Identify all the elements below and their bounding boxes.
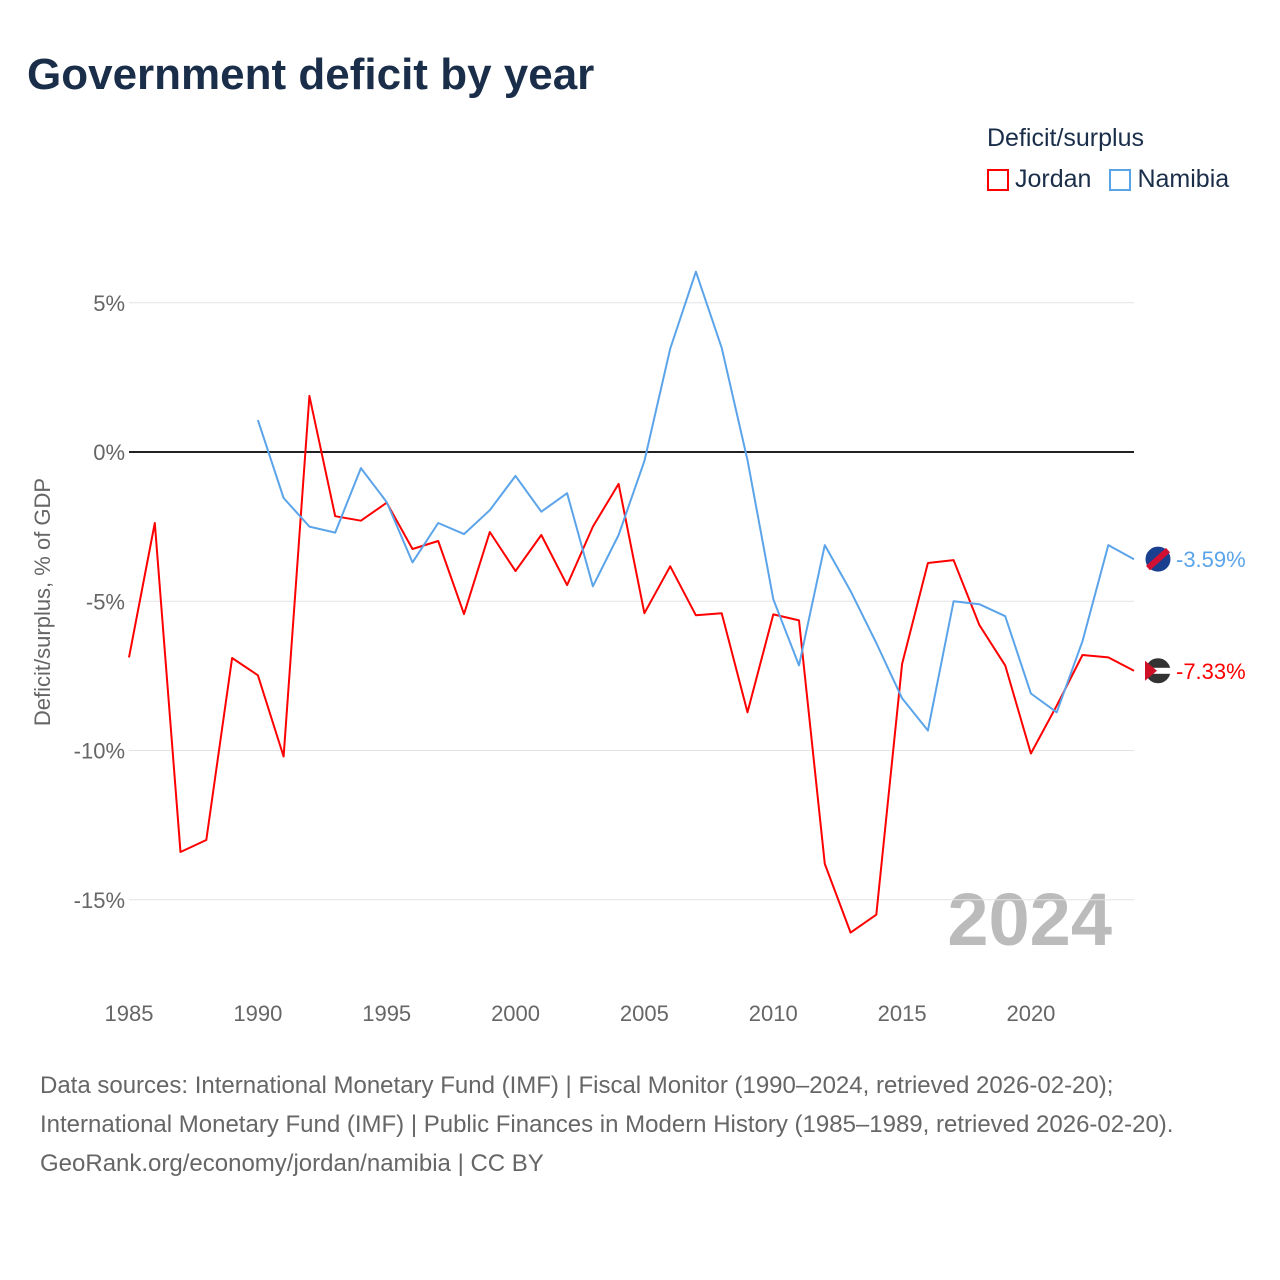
legend-label: Jordan [1015, 165, 1092, 193]
x-tick-label: 1995 [362, 1001, 411, 1026]
x-tick-label: 2000 [491, 1001, 540, 1026]
x-tick-label: 2010 [749, 1001, 798, 1026]
x-tick-label: 2005 [620, 1001, 669, 1026]
legend-title: Deficit/surplus [987, 124, 1144, 152]
end-value-label-jordan: -7.33% [1176, 659, 1246, 684]
y-axis-label: Deficit/surplus, % of GDP [30, 478, 55, 726]
series-line-jordan [128, 394, 1135, 934]
chart-title: Government deficit by year [27, 50, 595, 99]
series-line-namibia [256, 270, 1135, 732]
legend: Deficit/surplus Jordan Namibia [987, 124, 1229, 194]
credit-link[interactable]: GeoRank.org/economy/jordan/namibia | CC … [40, 1150, 544, 1177]
legend-swatch-namibia [1109, 168, 1132, 191]
y-tick-label: -5% [86, 589, 125, 614]
flag-stripe [1145, 547, 1171, 571]
x-tick-label: 1990 [233, 1001, 282, 1026]
year-watermark: 2024 [947, 878, 1112, 961]
y-tick-label: 0% [93, 440, 125, 465]
flag-triangle [1145, 660, 1157, 681]
footer: Data sources: International Monetary Fun… [40, 1066, 1240, 1183]
legend-swatch-jordan [987, 168, 1009, 191]
x-tick-label: 2015 [878, 1001, 927, 1026]
legend-item-namibia[interactable]: Namibia [1109, 165, 1229, 194]
x-tick-label: 2020 [1006, 1001, 1055, 1026]
legend-label: Namibia [1137, 165, 1230, 193]
y-tick-label: 5% [93, 291, 125, 316]
y-tick-label: -10% [74, 739, 125, 764]
legend-item-jordan[interactable]: Jordan [987, 165, 1091, 194]
flag-stripe [1145, 667, 1171, 674]
data-sources: Data sources: International Monetary Fun… [40, 1072, 1174, 1138]
end-value-label-namibia: -3.59% [1176, 547, 1246, 572]
x-tick-label: 1985 [105, 1001, 154, 1026]
y-tick-label: -15% [74, 888, 125, 913]
